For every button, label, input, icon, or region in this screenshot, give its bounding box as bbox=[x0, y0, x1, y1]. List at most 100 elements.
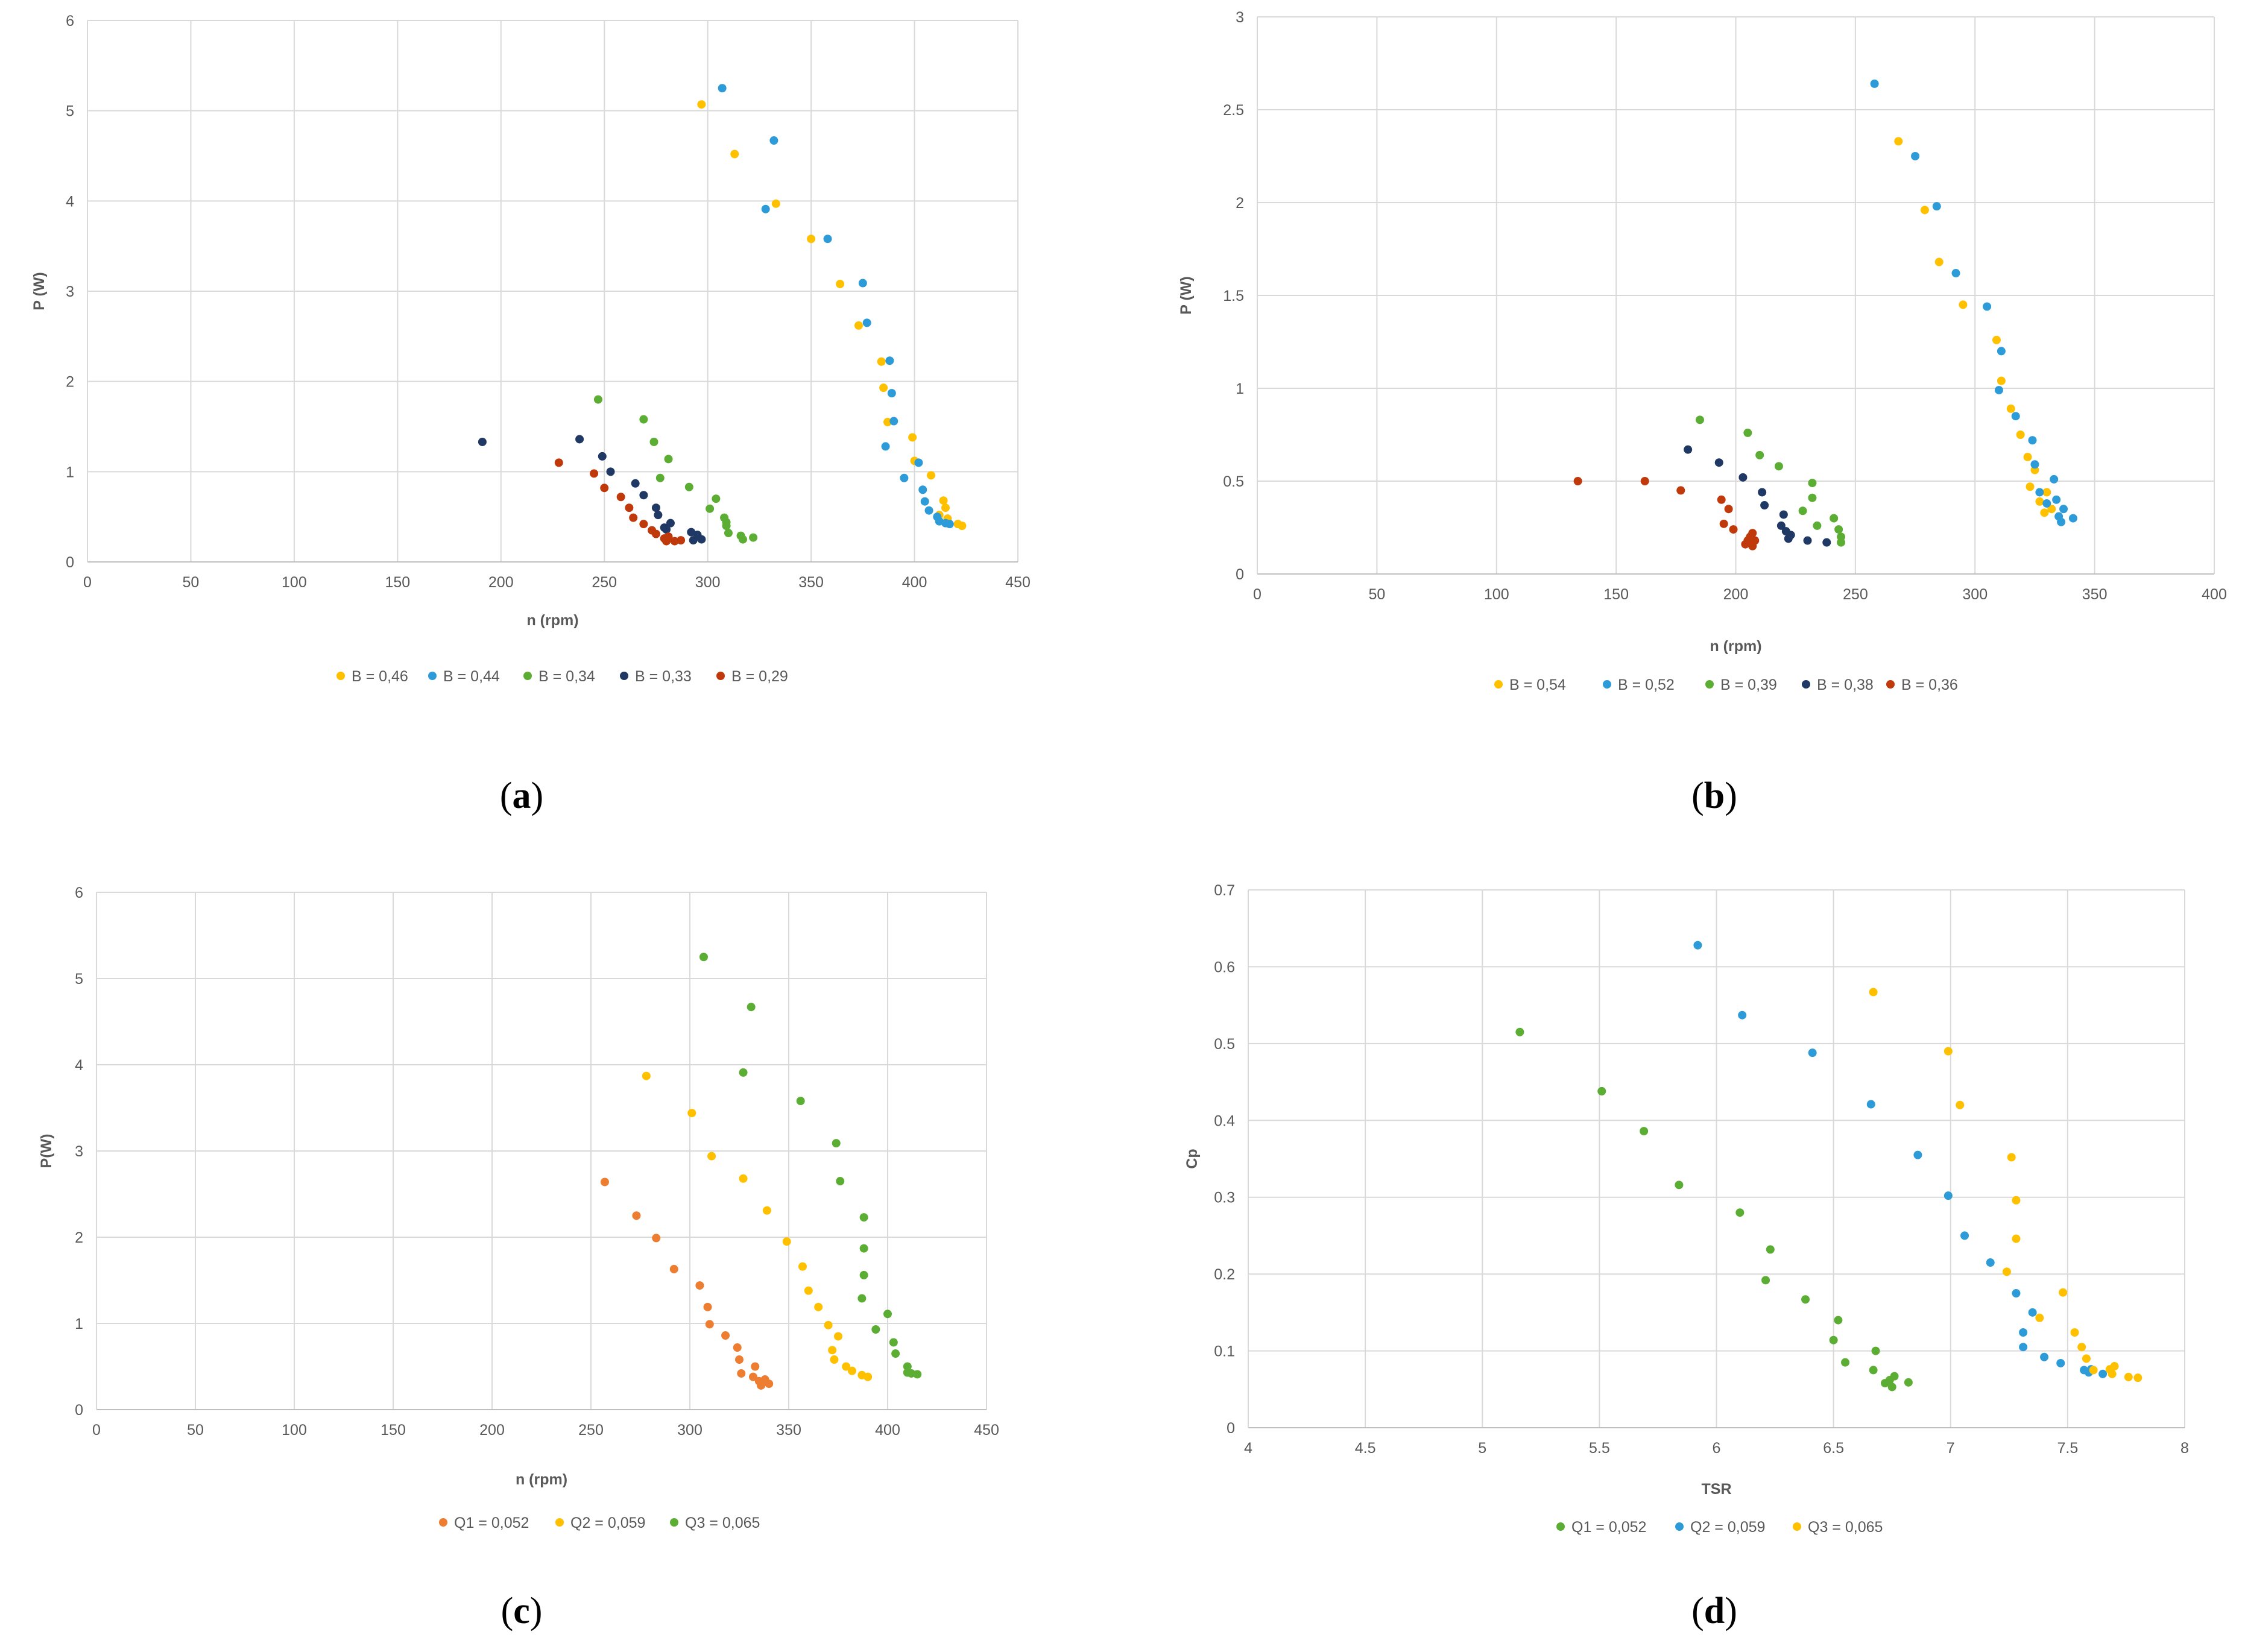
chart-a-series-3-point bbox=[639, 415, 648, 424]
chart-c-series-1-point bbox=[652, 1234, 661, 1243]
chart-d-series-1-point bbox=[1515, 1027, 1524, 1036]
chart-a-y-axis-title: P (W) bbox=[31, 272, 48, 310]
chart-b-series-5-point bbox=[1640, 477, 1649, 485]
chart-b-ytick-label: 1.5 bbox=[1223, 288, 1244, 304]
chart-a-series-1-point bbox=[958, 522, 967, 531]
chart-b-series-5-point bbox=[1719, 519, 1728, 528]
chart-a-series-4-point bbox=[575, 435, 584, 444]
chart-c-series-1-point bbox=[751, 1362, 760, 1371]
chart-d-series-2-point bbox=[2040, 1352, 2049, 1361]
chart-a-xtick-label: 450 bbox=[1005, 574, 1031, 591]
chart-d-series-1-point bbox=[1829, 1335, 1838, 1345]
chart-a-series-4-point bbox=[639, 491, 648, 500]
chart-c-series-3-point bbox=[859, 1244, 868, 1253]
chart-d-series-1-point bbox=[1869, 1366, 1878, 1375]
chart-d-series-1-point bbox=[1761, 1276, 1770, 1285]
chart-d-series-2-point bbox=[2012, 1289, 2021, 1297]
chart-a-series-5-point bbox=[670, 537, 679, 546]
chart-c-series-1-point bbox=[733, 1343, 742, 1352]
chart-a-xtick-label: 400 bbox=[902, 574, 927, 591]
chart-b-series-1-point bbox=[1894, 137, 1903, 146]
chart-c-series-3-point bbox=[796, 1097, 805, 1106]
chart-d-series-3-point bbox=[2077, 1343, 2086, 1352]
chart-c-series-2-point bbox=[798, 1262, 807, 1271]
chart-a-series-3-point bbox=[724, 529, 733, 538]
chart-b-series-3-point bbox=[1743, 428, 1752, 437]
chart-a-xtick-label: 200 bbox=[488, 574, 514, 591]
chart-a-x-axis-title: n (rpm) bbox=[526, 612, 578, 629]
chart-c-series-3-point bbox=[739, 1068, 748, 1077]
chart-c-series-2-point bbox=[828, 1346, 837, 1355]
chart-a-series-2-point bbox=[889, 417, 898, 426]
chart-d-ytick-label: 0 bbox=[1227, 1420, 1235, 1437]
chart-a-series-3-point bbox=[649, 437, 658, 446]
chart-d-legend-marker-1 bbox=[1556, 1522, 1565, 1531]
chart-b-legend-marker-5 bbox=[1886, 680, 1895, 689]
chart-c-series-3-point bbox=[871, 1325, 880, 1334]
chart-b-series-1-point bbox=[2035, 497, 2044, 506]
chart-b-series-4-point bbox=[1760, 501, 1769, 510]
chart-b-series-2-point bbox=[1994, 386, 2003, 395]
chart-b-series-1-point bbox=[2047, 505, 2056, 514]
chart-c-ytick-label: 2 bbox=[75, 1229, 83, 1246]
chart-c-series-1-point bbox=[748, 1372, 757, 1381]
chart-b-series-2-point bbox=[1951, 269, 1960, 278]
chart-b-legend-marker-1 bbox=[1494, 680, 1503, 689]
chart-b-ytick-label: 1 bbox=[1236, 380, 1244, 397]
chart-a-series-1-point bbox=[697, 100, 706, 109]
chart-a-series-2-point bbox=[858, 279, 867, 288]
chart-a-series-4-point bbox=[697, 535, 706, 544]
chart-d-legend-marker-3 bbox=[1793, 1522, 1801, 1531]
chart-d-series-2-point bbox=[1944, 1191, 1953, 1200]
chart-c-ytick-label: 3 bbox=[75, 1143, 83, 1160]
chart-a-series-1-point bbox=[771, 199, 780, 208]
chart-b-legend-label-2: B = 0,52 bbox=[1618, 676, 1675, 693]
chart-d-series-3-point bbox=[2012, 1234, 2021, 1243]
chart-d-series-1-point bbox=[1841, 1358, 1850, 1367]
chart-d-series-1-point bbox=[1675, 1181, 1684, 1190]
chart-c-series-1-point bbox=[669, 1264, 678, 1273]
chart-d-series-3-point bbox=[1944, 1047, 1953, 1056]
chart-a-ytick-label: 0 bbox=[66, 554, 74, 571]
chart-b-series-3-point bbox=[1837, 538, 1846, 547]
chart-c-series-1-point bbox=[600, 1178, 609, 1187]
chart-b-series-2-point bbox=[1997, 347, 2006, 356]
chart-c-series-3-point bbox=[883, 1310, 892, 1319]
chart-c-xtick-label: 400 bbox=[875, 1422, 900, 1439]
chart-b-series-2-point bbox=[2068, 514, 2077, 523]
chart-b-ytick-label: 0.5 bbox=[1223, 473, 1244, 490]
chart-a-series-2-point bbox=[924, 506, 933, 515]
chart-a-series-5-point bbox=[664, 532, 673, 541]
chart-b-series-1-point bbox=[2040, 508, 2049, 517]
chart-b-legend-marker-3 bbox=[1705, 680, 1714, 689]
chart-d-ytick-label: 0.1 bbox=[1214, 1343, 1235, 1360]
chart-a-series-1-point bbox=[926, 471, 935, 480]
chart-c-legend-marker-2 bbox=[555, 1518, 564, 1527]
chart-a-ytick-label: 3 bbox=[66, 283, 74, 300]
chart-b-series-1-point bbox=[2023, 452, 2032, 461]
chart-d-series-2-point bbox=[2056, 1358, 2065, 1367]
chart-d-series-3-point bbox=[2059, 1288, 2068, 1297]
chart-c-series-3-point bbox=[747, 1003, 756, 1012]
chart-b-series-4-point bbox=[1738, 473, 1748, 482]
chart-d-ytick-label: 0.6 bbox=[1214, 959, 1235, 976]
chart-a-series-2-point bbox=[900, 473, 909, 482]
chart-b-series-5-point bbox=[1573, 477, 1582, 485]
chart-b-xtick-label: 0 bbox=[1253, 586, 1262, 603]
chart-b-caption: (b) bbox=[1691, 775, 1737, 816]
chart-a-series-4-point bbox=[662, 525, 671, 534]
chart-a-xtick-label: 300 bbox=[695, 574, 721, 591]
chart-c-series-1-point bbox=[705, 1320, 714, 1329]
chart-a-series-2-point bbox=[862, 318, 871, 327]
chart-a-series-3-point bbox=[664, 455, 673, 464]
chart-d-series-2-point bbox=[1808, 1048, 1817, 1058]
chart-d-series-2-point bbox=[1866, 1100, 1875, 1109]
chart-c-series-2-point bbox=[834, 1332, 842, 1341]
chart-a-series-1-point bbox=[854, 321, 863, 330]
chart-c-xtick-label: 300 bbox=[677, 1422, 703, 1439]
chart-c-series-3-point bbox=[889, 1338, 898, 1347]
chart-b-series-2-point bbox=[2059, 505, 2068, 514]
chart-b-xtick-label: 200 bbox=[1723, 586, 1749, 603]
chart-c-legend-marker-1 bbox=[439, 1518, 447, 1527]
